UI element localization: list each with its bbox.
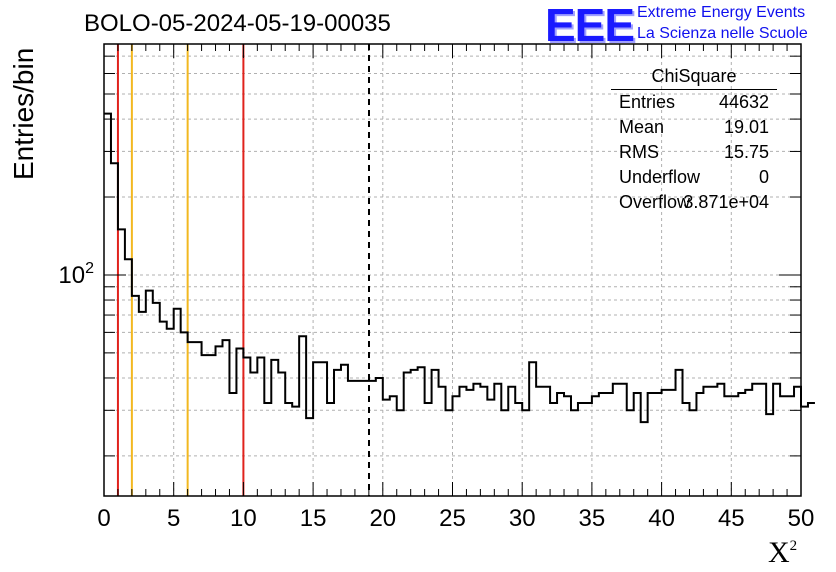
- eee-logo: EEE: [545, 0, 635, 51]
- stats-title: ChiSquare: [611, 66, 777, 90]
- stats-value: 3.871e+04: [683, 192, 769, 212]
- y-tick-label-exponent: 2: [85, 260, 94, 277]
- x-axis-label-superscript: 2: [789, 538, 798, 554]
- x-tick-label: 5: [167, 505, 180, 532]
- stats-key: RMS: [619, 142, 659, 162]
- x-axis-label-main: X: [768, 536, 790, 569]
- x-tick-label: 30: [509, 505, 536, 532]
- x-tick-label: 45: [718, 505, 745, 532]
- x-tick-label: 50: [788, 505, 815, 532]
- stats-row: Entries 44632: [611, 92, 777, 117]
- stats-key: Underflow: [619, 167, 701, 187]
- stats-box: ChiSquare Entries 44632 Mean 19.01 RMS 15.7…: [611, 66, 777, 217]
- y-tick-label: 102: [58, 260, 94, 289]
- stats-key: Overflow: [619, 192, 691, 212]
- stats-row: RMS 15.75: [611, 142, 777, 167]
- x-tick-label: 15: [300, 505, 327, 532]
- x-tick-label: 40: [648, 505, 675, 532]
- y-axis-label: Entries/bin: [8, 47, 39, 180]
- stats-row: Overflow 3.871e+04: [611, 192, 777, 217]
- stats-row: Mean 19.01: [611, 117, 777, 142]
- x-tick-label: 20: [369, 505, 396, 532]
- reference-lines: [116, 44, 370, 496]
- stats-value: 15.75: [723, 142, 769, 162]
- x-tick-label: 25: [439, 505, 466, 532]
- x-tick-label: 0: [97, 505, 110, 532]
- stats-value: 44632: [718, 92, 769, 112]
- histogram-line: [104, 112, 815, 424]
- x-tick-label: 10: [230, 505, 257, 532]
- stats-key: Mean: [619, 117, 665, 137]
- stats-value: 19.01: [723, 117, 769, 137]
- x-axis-ticks: 0 5 10 15 20 25 30 35 40 45 50: [97, 44, 814, 532]
- x-tick-label: 35: [579, 505, 606, 532]
- stats-row: Underflow 0: [611, 167, 777, 192]
- stats-value: 0: [758, 167, 769, 187]
- logo-subtitle-1: Extreme Energy Events: [637, 4, 806, 21]
- logo-subtitle-2: La Scienza nelle Scuole: [637, 25, 808, 42]
- x-axis-label: X2: [768, 536, 797, 570]
- stats-key: Entries: [619, 92, 676, 112]
- chart-title: BOLO-05-2024-05-19-00035: [84, 10, 391, 37]
